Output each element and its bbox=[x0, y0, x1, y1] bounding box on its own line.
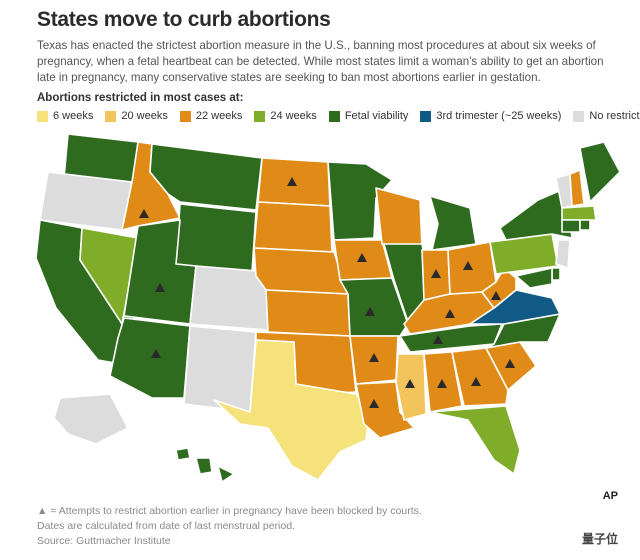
blocked-by-courts-marker bbox=[151, 349, 161, 358]
state-ri bbox=[579, 219, 591, 231]
state-md bbox=[515, 267, 553, 289]
legend: 6 weeks 20 weeks 22 weeks 24 weeks Fetal via… bbox=[37, 110, 640, 122]
state-wy bbox=[175, 203, 257, 273]
legend-title: Abortions restricted in most cases at: bbox=[37, 92, 244, 104]
legend-label: 3rd trimester (~25 weeks) bbox=[436, 110, 562, 122]
state-az bbox=[109, 317, 191, 399]
state-tn bbox=[399, 323, 503, 353]
blocked-by-courts-marker bbox=[491, 291, 501, 300]
us-map bbox=[35, 133, 621, 483]
legend-swatch bbox=[420, 110, 432, 122]
state-ak bbox=[53, 393, 129, 445]
state-wi bbox=[375, 187, 423, 249]
legend-swatch bbox=[105, 110, 117, 122]
legend-swatch bbox=[573, 110, 585, 122]
legend-item: 3rd trimester (~25 weeks) bbox=[420, 110, 561, 122]
state-nh bbox=[569, 169, 585, 207]
state-tx bbox=[213, 339, 371, 481]
footnote-source: Source: Guttmacher Institute bbox=[37, 535, 171, 547]
legend-item: 6 weeks bbox=[37, 110, 93, 122]
state-ne bbox=[253, 247, 349, 295]
state-nj bbox=[555, 239, 571, 269]
legend-item: 20 weeks bbox=[105, 110, 168, 122]
state-nm bbox=[183, 325, 257, 413]
blocked-by-courts-marker bbox=[505, 359, 515, 368]
legend-swatch bbox=[328, 110, 340, 122]
state-de bbox=[551, 267, 561, 281]
legend-swatch bbox=[179, 110, 191, 122]
state-wv bbox=[481, 267, 517, 309]
blocked-by-courts-marker bbox=[445, 309, 455, 318]
blocked-by-courts-marker bbox=[357, 253, 367, 262]
state-fl bbox=[429, 405, 521, 475]
blocked-by-courts-marker bbox=[437, 379, 447, 388]
legend-label: 24 weeks bbox=[270, 110, 317, 122]
state-ks bbox=[265, 289, 351, 337]
state-mi bbox=[429, 195, 477, 251]
blocked-by-courts-marker bbox=[139, 209, 149, 218]
ap-logo: AP bbox=[602, 490, 618, 502]
legend-label: 22 weeks bbox=[195, 110, 243, 122]
state-hi bbox=[175, 447, 235, 483]
state-ma bbox=[561, 205, 597, 221]
legend-label: Fetal viability bbox=[344, 110, 409, 122]
footnote-courts: ▲ = Attempts to restrict abortion earlie… bbox=[37, 505, 422, 517]
legend-swatch bbox=[37, 110, 48, 122]
state-me bbox=[579, 141, 621, 203]
legend-swatch bbox=[254, 110, 266, 122]
state-ga bbox=[451, 347, 509, 407]
legend-label: 20 weeks bbox=[121, 110, 168, 122]
blocked-by-courts-marker bbox=[155, 283, 165, 292]
legend-item: 22 weeks bbox=[179, 110, 243, 122]
state-pa bbox=[489, 233, 559, 275]
blocked-by-courts-marker bbox=[365, 307, 375, 316]
legend-item: 24 weeks bbox=[254, 110, 317, 122]
legend-label: 6 weeks bbox=[53, 110, 94, 122]
blocked-by-courts-marker bbox=[433, 335, 443, 344]
watermark: 量子位 bbox=[581, 532, 618, 546]
state-or bbox=[39, 171, 133, 231]
blocked-by-courts-marker bbox=[369, 353, 379, 362]
footnote-dates: Dates are calculated from date of last m… bbox=[37, 520, 295, 532]
legend-item: No restrictions bbox=[573, 110, 640, 122]
map-title: States move to curb abortions bbox=[37, 8, 331, 31]
blocked-by-courts-marker bbox=[287, 177, 297, 186]
state-ct bbox=[561, 219, 581, 233]
map-subtitle: Texas has enacted the strictest abortion… bbox=[37, 39, 604, 84]
legend-label: No restrictions bbox=[589, 110, 640, 122]
blocked-by-courts-marker bbox=[369, 399, 379, 408]
blocked-by-courts-marker bbox=[471, 377, 481, 386]
state-sd bbox=[253, 201, 333, 253]
blocked-by-courts-marker bbox=[431, 269, 441, 278]
legend-item: Fetal viability bbox=[328, 110, 409, 122]
state-ny bbox=[499, 187, 573, 241]
blocked-by-courts-marker bbox=[405, 379, 415, 388]
blocked-by-courts-marker bbox=[463, 261, 473, 270]
